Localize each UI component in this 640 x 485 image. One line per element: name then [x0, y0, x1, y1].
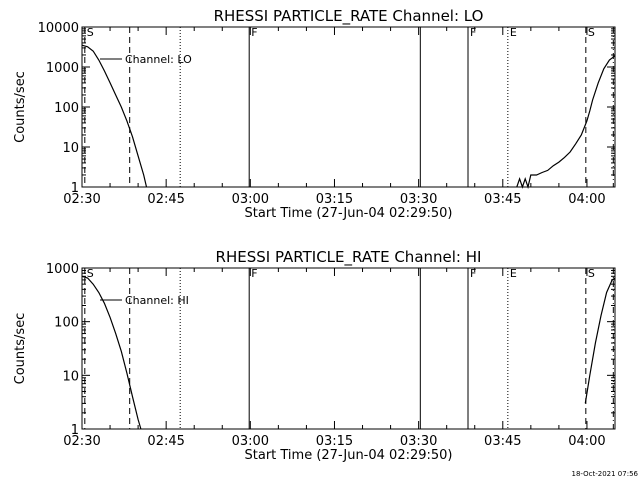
y-tick-label: 1000 [46, 262, 79, 277]
x-tick-label: 03:15 [316, 434, 353, 449]
marker-label: F [470, 26, 476, 39]
x-tick-label: 03:45 [484, 192, 521, 207]
series-line [516, 55, 616, 190]
marker-label: F [251, 26, 257, 39]
chart-title: RHESSI PARTICLE_RATE Channel: LO [214, 7, 484, 26]
y-tick-label: 10000 [38, 21, 79, 36]
marker-label: S [588, 26, 595, 39]
series-line [584, 277, 616, 404]
plot-frame [81, 267, 616, 430]
x-tick-label: 04:00 [568, 192, 605, 207]
marker-label: E [510, 267, 517, 280]
x-tick-label: 02:45 [147, 192, 184, 207]
x-tick-label: 02:30 [63, 192, 100, 207]
x-tick-label: 03:00 [232, 434, 269, 449]
marker-label: F [251, 267, 257, 280]
x-axis-label: Start Time (27-Jun-04 02:29:50) [245, 448, 453, 463]
y-tick-label: 10 [62, 369, 79, 384]
x-tick-label: 04:00 [568, 434, 605, 449]
y-tick-label: 10 [62, 141, 79, 156]
y-axis-label: Counts/sec [13, 313, 28, 385]
x-axis-label: Start Time (27-Jun-04 02:29:50) [245, 206, 453, 221]
series-line [81, 275, 142, 430]
x-tick-label: 03:15 [316, 192, 353, 207]
marker-label: F [470, 267, 476, 280]
series-line [81, 44, 148, 188]
x-tick-label: 03:30 [400, 192, 437, 207]
marker-label: E [510, 26, 517, 39]
y-tick-label: 1000 [46, 61, 79, 76]
footer-timestamp: 18-Oct-2021 07:56 [572, 470, 639, 478]
plot-frame [81, 26, 616, 188]
x-tick-label: 03:30 [400, 434, 437, 449]
marker-label: S [87, 26, 94, 39]
y-tick-label: 100 [54, 101, 79, 116]
x-tick-label: 03:45 [484, 434, 521, 449]
legend-label: Channel: HI [125, 294, 189, 307]
y-tick-label: 1 [71, 181, 79, 196]
y-tick-label: 1 [71, 423, 79, 438]
marker-label: S [588, 267, 595, 280]
x-tick-label: 02:30 [63, 434, 100, 449]
chart-title: RHESSI PARTICLE_RATE Channel: HI [216, 248, 482, 267]
marker-label: S [87, 267, 94, 280]
y-tick-label: 100 [54, 316, 79, 331]
x-tick-label: 03:00 [232, 192, 269, 207]
y-axis-label: Counts/sec [13, 71, 28, 143]
x-tick-label: 02:45 [147, 434, 184, 449]
legend-label: Channel: LO [125, 53, 192, 66]
